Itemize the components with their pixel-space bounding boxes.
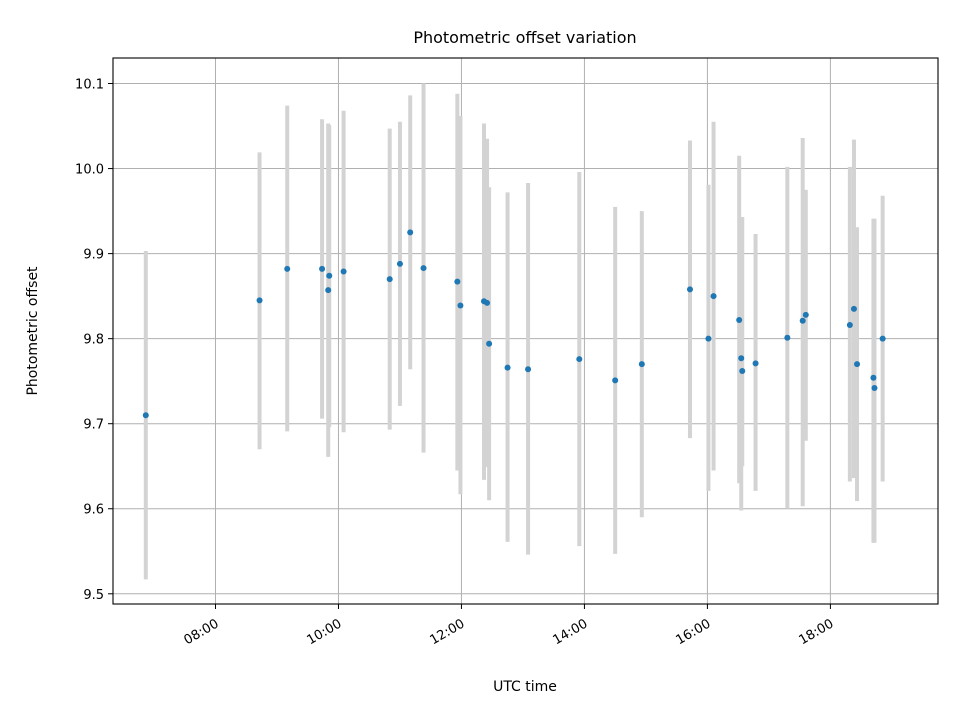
data-point xyxy=(612,377,619,384)
data-point xyxy=(705,335,712,342)
data-point xyxy=(879,335,886,342)
data-point xyxy=(386,276,393,283)
data-point xyxy=(736,316,743,323)
data-point xyxy=(325,287,332,294)
y-axis-ticks: 9.5 9.6 9.7 9.8 9.9 10.0 10.1 xyxy=(75,78,113,603)
data-point xyxy=(407,229,414,236)
data-point xyxy=(484,299,491,306)
chart-title: Photometric offset variation xyxy=(413,28,636,47)
y-tick-label: 9.6 xyxy=(83,503,104,518)
plot-frame xyxy=(112,57,939,605)
data-point xyxy=(457,302,464,309)
data-point xyxy=(326,272,333,279)
data-point xyxy=(871,384,878,391)
x-axis-label: UTC time xyxy=(493,679,557,695)
y-axis-label: Photometric offset xyxy=(25,266,41,396)
data-point xyxy=(870,374,877,381)
data-point xyxy=(319,265,326,272)
data-point xyxy=(802,311,809,318)
y-tick-label: 10.1 xyxy=(75,78,104,93)
data-point xyxy=(854,361,861,368)
y-tick-label: 9.7 xyxy=(83,418,104,433)
y-tick-label: 10.0 xyxy=(75,163,104,178)
data-point xyxy=(686,286,693,293)
data-point xyxy=(784,334,791,341)
data-point xyxy=(142,412,149,419)
data-point xyxy=(576,356,583,363)
data-point xyxy=(739,367,746,374)
data-point xyxy=(638,361,645,368)
data-point xyxy=(340,268,347,275)
data-point xyxy=(710,293,717,300)
data-point xyxy=(486,340,493,347)
data-point xyxy=(799,317,806,324)
y-tick-label: 9.8 xyxy=(83,333,104,348)
data-point xyxy=(738,355,745,362)
data-point xyxy=(396,260,403,267)
y-tick-label: 9.9 xyxy=(83,248,104,263)
data-point xyxy=(504,364,511,371)
data-point xyxy=(525,366,532,373)
data-point xyxy=(846,322,853,329)
data-point xyxy=(256,297,263,304)
y-tick-label: 9.5 xyxy=(83,588,104,603)
data-point xyxy=(454,278,461,285)
data-point xyxy=(284,265,291,272)
data-point xyxy=(850,305,857,312)
data-points xyxy=(142,229,886,419)
data-point xyxy=(752,360,759,367)
data-point xyxy=(420,265,427,272)
